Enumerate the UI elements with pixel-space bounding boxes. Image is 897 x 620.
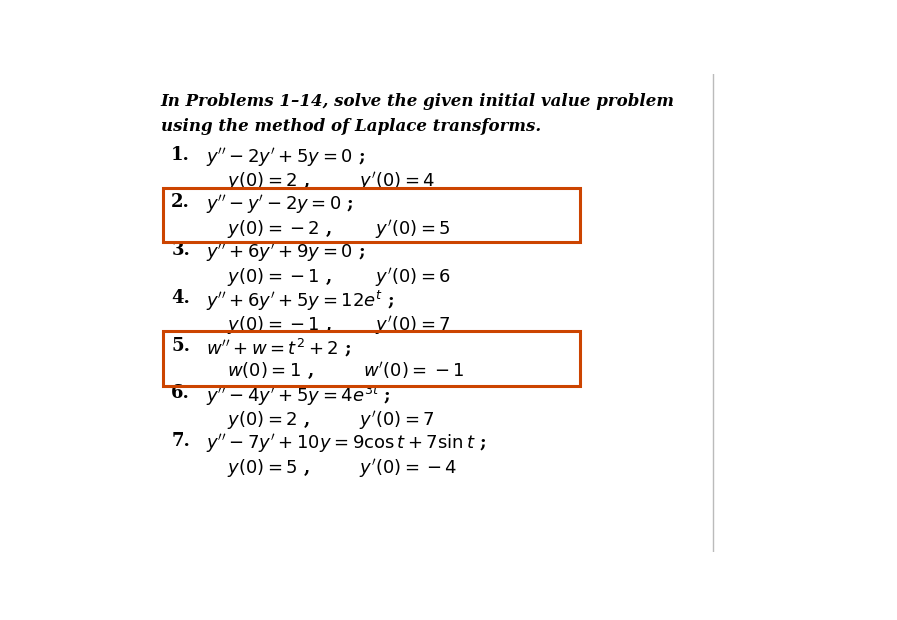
Text: 2.: 2. [171, 193, 190, 211]
Text: using the method of Laplace transforms.: using the method of Laplace transforms. [161, 118, 541, 135]
Text: $y(0) = -2$ ,       $y'(0) = 5$: $y(0) = -2$ , $y'(0) = 5$ [227, 218, 450, 241]
Text: $w(0) = 1$ ,        $w'(0) = -1$: $w(0) = 1$ , $w'(0) = -1$ [227, 361, 465, 383]
Text: $y'' - y' - 2y = 0$ ;: $y'' - y' - 2y = 0$ ; [206, 193, 354, 216]
Text: 3.: 3. [171, 241, 190, 259]
Text: $y(0) = 5$ ,        $y'(0) = -4$: $y(0) = 5$ , $y'(0) = -4$ [227, 457, 457, 480]
Text: In Problems 1–14, solve the given initial value problem: In Problems 1–14, solve the given initia… [161, 94, 675, 110]
Text: $y'' - 2y' + 5y = 0$ ;: $y'' - 2y' + 5y = 0$ ; [206, 146, 365, 169]
Text: $y(0) = 2$ ,        $y'(0) = 4$: $y(0) = 2$ , $y'(0) = 4$ [227, 170, 435, 193]
Text: $y'' + 6y' + 5y = 12e^{t}$ ;: $y'' + 6y' + 5y = 12e^{t}$ ; [206, 289, 394, 313]
Text: $y'' - 4y' + 5y = 4e^{3t}$ ;: $y'' - 4y' + 5y = 4e^{3t}$ ; [206, 384, 391, 409]
Text: $y'' + 6y' + 9y = 0$ ;: $y'' + 6y' + 9y = 0$ ; [206, 241, 365, 264]
Text: $y(0) = -1$ ,       $y'(0) = 7$: $y(0) = -1$ , $y'(0) = 7$ [227, 314, 450, 337]
Text: $y'' - 7y' + 10y = 9\cos t + 7\sin t$ ;: $y'' - 7y' + 10y = 9\cos t + 7\sin t$ ; [206, 432, 486, 455]
Text: 7.: 7. [171, 432, 190, 450]
Text: $w'' + w = t^{2} + 2$ ;: $w'' + w = t^{2} + 2$ ; [206, 337, 352, 359]
Text: $y(0) = -1$ ,       $y'(0) = 6$: $y(0) = -1$ , $y'(0) = 6$ [227, 266, 451, 289]
Text: 1.: 1. [171, 146, 190, 164]
Text: 6.: 6. [171, 384, 190, 402]
Text: 5.: 5. [171, 337, 190, 355]
Text: 4.: 4. [171, 289, 190, 307]
Text: $y(0) = 2$ ,        $y'(0) = 7$: $y(0) = 2$ , $y'(0) = 7$ [227, 409, 435, 432]
